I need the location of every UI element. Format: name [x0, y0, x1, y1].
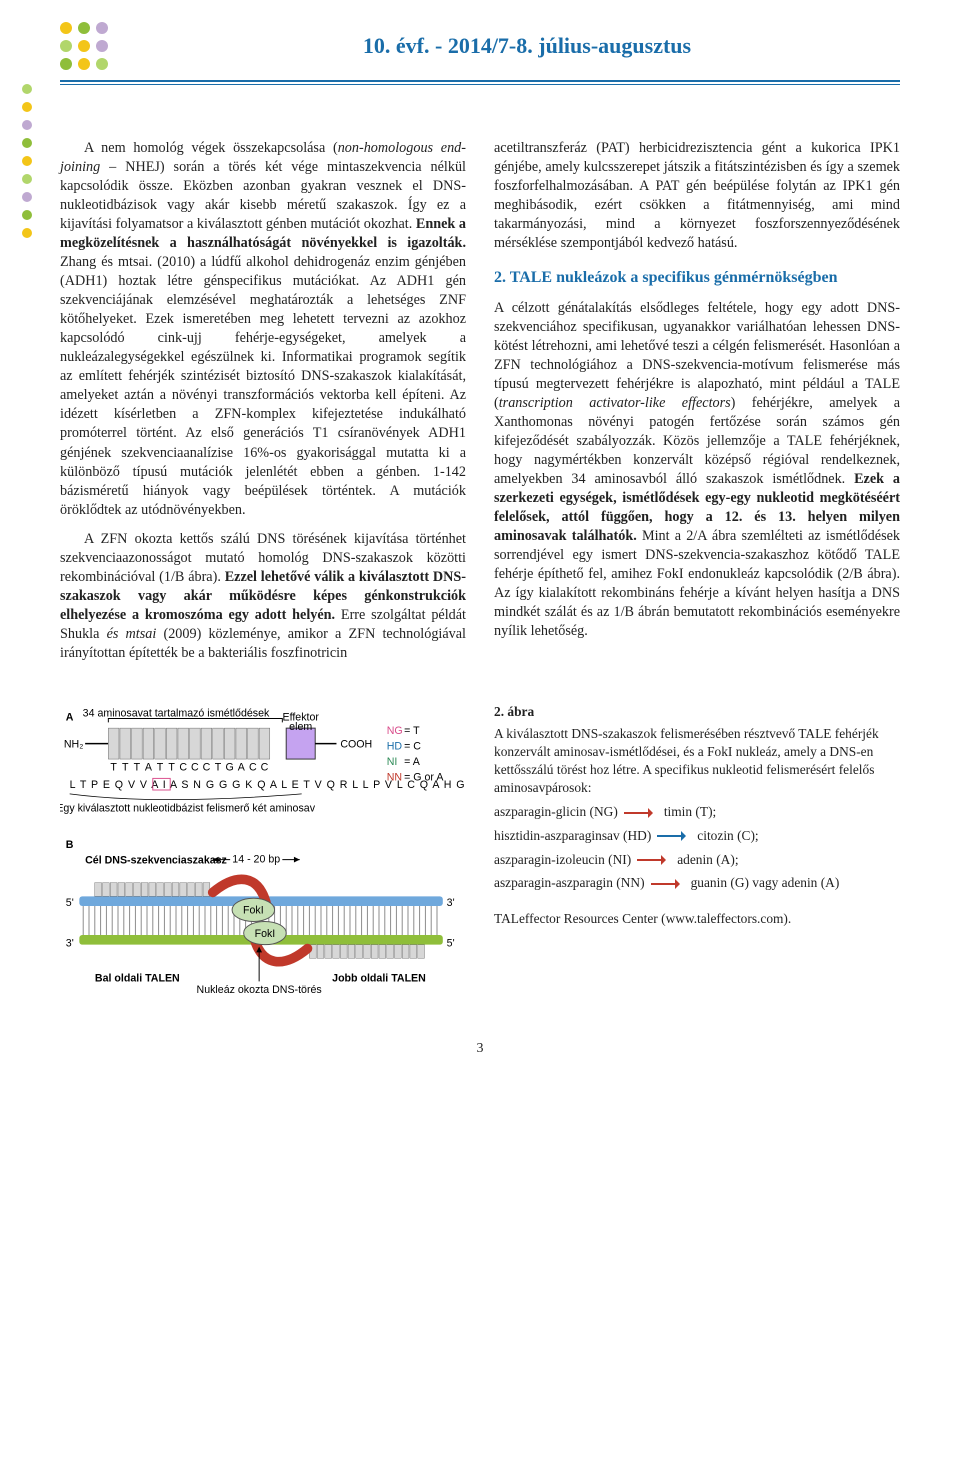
svg-text:FokI: FokI [243, 905, 264, 917]
svg-text:T: T [122, 762, 129, 774]
svg-text:= T: = T [404, 725, 420, 737]
header-dot-grid [60, 22, 108, 70]
left-column: A nem homológ végek összekapcsolása (non… [60, 139, 466, 673]
svg-text:FokI: FokI [255, 928, 276, 940]
svg-text:Egy kiválasztott nukleotidbázi: Egy kiválasztott nukleotidbázist felisme… [60, 802, 316, 814]
svg-text:3': 3' [447, 897, 455, 909]
svg-text:NI: NI [387, 756, 398, 768]
svg-text:Jobb oldali TALEN: Jobb oldali TALEN [332, 972, 426, 984]
svg-text:Bal oldali TALEN: Bal oldali TALEN [95, 972, 180, 984]
svg-text:34 aminosavat tartalmazó ismét: 34 aminosavat tartalmazó ismétlődések [83, 707, 270, 719]
svg-text:NG: NG [387, 725, 403, 737]
svg-text:C: C [191, 762, 199, 774]
right-column: acetiltranszferáz (PAT) herbicidreziszte… [494, 139, 900, 673]
svg-text:T: T [215, 762, 222, 774]
figure-2-caption: 2. ábra A kiválasztott DNS-szakaszok fel… [494, 703, 900, 935]
figure-2: A 34 aminosavat tartalmazó ismétlődések … [60, 703, 466, 1017]
svg-text:A: A [238, 762, 246, 774]
svg-text:5': 5' [66, 897, 74, 909]
svg-text:HD: HD [387, 740, 403, 752]
svg-text:14 - 20 bp: 14 - 20 bp [232, 853, 280, 865]
side-dot-column [22, 84, 32, 238]
svg-text:T: T [134, 762, 141, 774]
svg-text:T: T [168, 762, 175, 774]
svg-text:C: C [261, 762, 269, 774]
svg-text:A: A [66, 711, 74, 723]
svg-text:G: G [226, 762, 234, 774]
svg-text:elem: elem [289, 721, 312, 733]
section-heading: 2. TALE nukleázok a specifikus génmérnök… [494, 267, 900, 288]
svg-text:C: C [179, 762, 187, 774]
issue-title: 10. évf. - 2014/7-8. július-augusztus [122, 33, 900, 59]
svg-text:= C: = C [404, 740, 421, 752]
svg-text:B: B [66, 839, 74, 851]
svg-text:NH₂: NH₂ [64, 738, 83, 750]
svg-text:COOH: COOH [340, 738, 372, 750]
svg-text:= A: = A [404, 756, 421, 768]
svg-text:5': 5' [447, 937, 455, 949]
svg-text:3': 3' [66, 937, 74, 949]
svg-text:T: T [157, 762, 164, 774]
svg-text:C: C [203, 762, 211, 774]
svg-text:Nukleáz okozta DNS-törés: Nukleáz okozta DNS-törés [197, 984, 322, 996]
svg-text:A: A [145, 762, 153, 774]
page-number: 3 [60, 1041, 900, 1057]
svg-text:Cél DNS-szekvenciaszakasz: Cél DNS-szekvenciaszakasz [85, 854, 227, 866]
svg-text:T: T [110, 762, 117, 774]
svg-text:C: C [249, 762, 257, 774]
svg-text:L T P E Q V V A I A S N G G G: L T P E Q V V A I A S N G G G K Q A L E … [70, 779, 466, 791]
